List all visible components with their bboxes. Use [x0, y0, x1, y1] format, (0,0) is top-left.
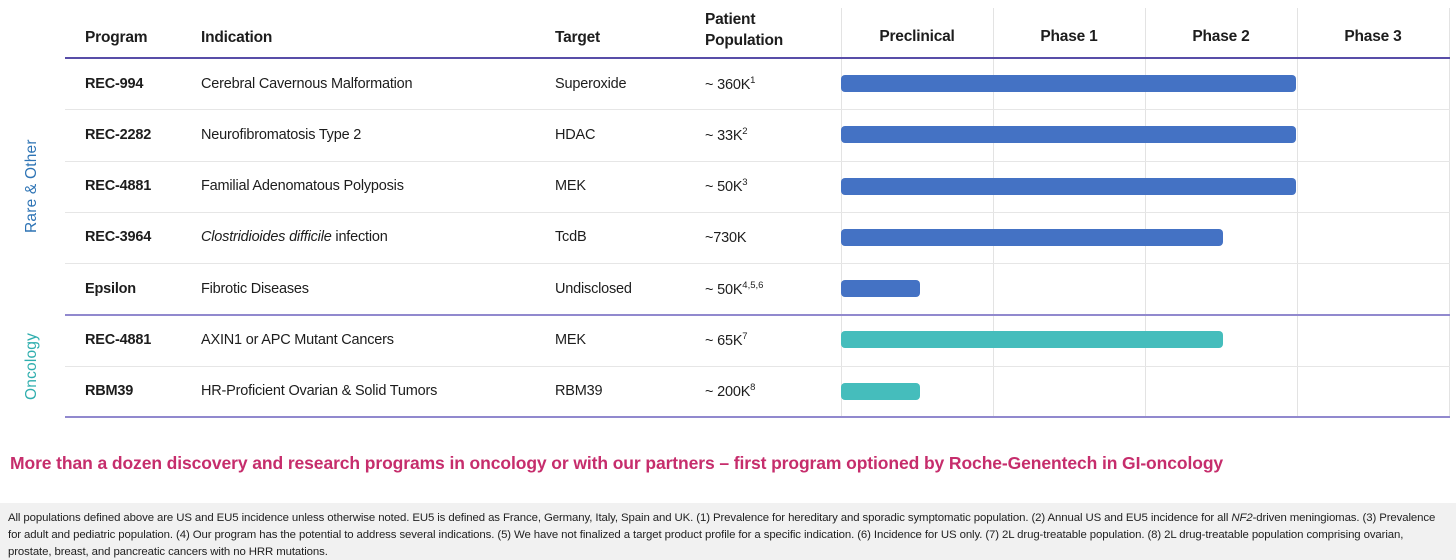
indication-cell: AXIN1 or APC Mutant Cancers [201, 332, 394, 348]
population-footnote-sup: 1 [750, 74, 756, 86]
phase-header-phase3: Phase 3 [1344, 28, 1402, 45]
phase-header-phase1: Phase 1 [1040, 28, 1098, 45]
pipeline-bar [841, 382, 920, 400]
footnote-part2: -driven meningiomas. (3) Prevalence for … [8, 512, 1436, 558]
footnote-footer: All populations defined above are US and… [0, 503, 1456, 560]
column-header-target: Target [555, 29, 601, 46]
pipeline-bar [841, 177, 1297, 195]
population-cell: ~ 65K7 [705, 331, 748, 349]
table-row: REC-4881 AXIN1 or APC Mutant Cancers MEK… [0, 314, 1456, 365]
indication-text: Neurofibromatosis Type 2 [201, 126, 362, 143]
target-cell: MEK [555, 332, 586, 349]
phase-header-preclinical: Preclinical [879, 28, 955, 45]
population-value: ~ 50K [705, 179, 743, 196]
population-value: ~ 360K [705, 76, 751, 93]
population-cell: ~ 33K2 [705, 126, 748, 144]
header-rule [65, 56, 1450, 59]
population-footnote-sup: 4,5,6 [742, 279, 764, 291]
column-header-patient-population: Patient Population [705, 11, 784, 49]
pipeline-bar [841, 75, 1297, 92]
program-cell: REC-4881 [85, 178, 152, 195]
indication-cell: Cerebral Cavernous Malformation [201, 75, 413, 92]
population-footnote-sup: 3 [742, 177, 748, 189]
population-cell: ~ 200K8 [705, 382, 755, 400]
row-separator [65, 212, 1450, 213]
program-cell: REC-994 [85, 75, 144, 92]
indication-text: HR-Proficient Ovarian & Solid Tumors [201, 383, 438, 400]
population-value: ~ 200K [705, 384, 751, 401]
indication-cell: Clostridioides difficile infection [201, 229, 388, 245]
column-header-program: Program [85, 29, 148, 46]
indication-cell: Fibrotic Diseases [201, 281, 309, 297]
footnote-part1: All populations defined above are US and… [8, 512, 1232, 524]
pipeline-bar [841, 280, 920, 298]
indication-cell: Neurofibromatosis Type 2 [201, 127, 361, 143]
indication-text: AXIN1 or APC Mutant Cancers [201, 332, 394, 349]
population-cell: ~730K [705, 229, 747, 247]
row-separator [65, 160, 1450, 162]
target-cell: Superoxide [555, 75, 627, 92]
target-cell: Undisclosed [555, 280, 632, 297]
pipeline-bar [841, 331, 1224, 349]
indication-text: infection [331, 229, 388, 246]
table-row: REC-2282 Neurofibromatosis Type 2 HDAC ~… [0, 109, 1456, 160]
table-row: RBM39 HR-Proficient Ovarian & Solid Tumo… [0, 366, 1456, 417]
population-cell: ~ 360K1 [705, 75, 755, 93]
column-header-indication: Indication [201, 29, 273, 46]
indication-cell: HR-Proficient Ovarian & Solid Tumors [201, 383, 437, 399]
indication-text: Cerebral Cavernous Malformation [201, 75, 413, 92]
footnotes-text: All populations defined above are US and… [8, 510, 1448, 560]
target-cell: RBM39 [555, 383, 603, 400]
footnote-nf2-italic: NF2 [1231, 512, 1253, 524]
target-cell: TcdB [555, 229, 587, 246]
phase-header-phase2: Phase 2 [1192, 28, 1250, 45]
program-cell: REC-4881 [85, 332, 152, 349]
target-cell: MEK [555, 178, 586, 195]
section-rule-oncology [65, 313, 1450, 316]
row-separator [65, 109, 1450, 110]
pipeline-bar [841, 126, 1297, 144]
program-cell: REC-3964 [85, 229, 152, 246]
table-row: REC-994 Cerebral Cavernous Malformation … [0, 58, 1456, 109]
pipeline-bar [841, 228, 1224, 246]
program-cell: Epsilon [85, 280, 136, 297]
row-separator [65, 365, 1450, 367]
population-footnote-sup: 7 [742, 331, 748, 343]
population-value: ~730K [705, 230, 747, 247]
target-cell: HDAC [555, 126, 596, 143]
highlight-banner: More than a dozen discovery and research… [10, 453, 1224, 473]
table-row: Epsilon Fibrotic Diseases Undisclosed ~ … [0, 263, 1456, 314]
indication-italic: Clostridioides difficile [201, 229, 332, 246]
program-cell: RBM39 [85, 383, 134, 400]
population-footnote-sup: 2 [742, 126, 748, 138]
table-row: REC-3964 Clostridioides difficile infect… [0, 212, 1456, 263]
indication-cell: Familial Adenomatous Polyposis [201, 178, 404, 194]
table-bottom-rule [65, 415, 1450, 418]
population-value: ~ 65K [705, 332, 743, 349]
indication-text: Familial Adenomatous Polyposis [201, 178, 404, 195]
row-separator [65, 263, 1450, 264]
program-cell: REC-2282 [85, 126, 152, 143]
population-cell: ~ 50K4,5,6 [705, 280, 763, 298]
indication-text: Fibrotic Diseases [201, 280, 309, 297]
table-row: REC-4881 Familial Adenomatous Polyposis … [0, 161, 1456, 212]
population-footnote-sup: 8 [750, 382, 756, 394]
population-value: ~ 50K [705, 281, 743, 298]
population-cell: ~ 50K3 [705, 177, 748, 195]
population-value: ~ 33K [705, 127, 743, 144]
